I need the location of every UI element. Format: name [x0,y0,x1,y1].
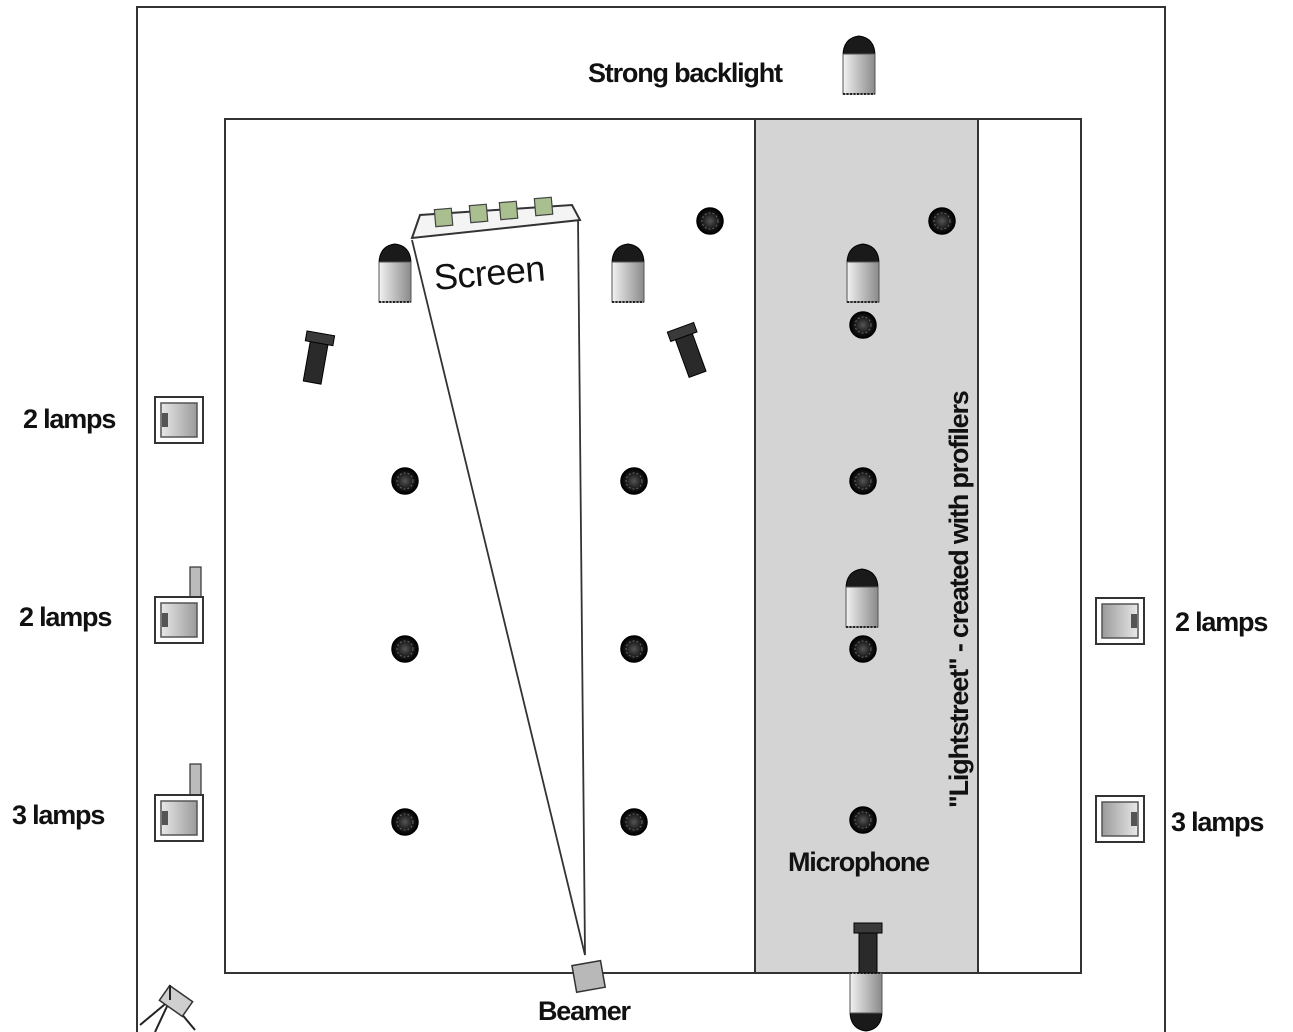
cylinder-light-icon [849,972,883,1032]
cylinder-light-icon [846,243,880,303]
screen-lamp-icon [433,207,454,228]
round-spotlight-icon [391,467,419,495]
right-lamps-label-2: 3 lamps [1171,807,1263,837]
screen-lamp-icon [533,196,554,217]
screen-lamp-icon [468,203,489,224]
round-spotlight-icon [849,311,877,339]
round-spotlight-icon [620,808,648,836]
screen-label: Screen [432,247,546,298]
cylinder-light-icon [378,243,412,303]
round-spotlight-icon [849,806,877,834]
venue-outline [136,6,1166,1032]
floodlight-box-icon [1095,795,1145,843]
projector-icon [571,959,607,994]
floodlight-box-icon [154,396,204,444]
projection-beam [411,217,586,956]
left-lamps-label-1: 2 lamps [23,404,115,434]
round-spotlight-icon [620,467,648,495]
cylinder-light-icon [845,568,879,628]
lamp-stand [189,763,202,798]
round-spotlight-icon [391,808,419,836]
left-lamps-label-3: 3 lamps [12,800,104,830]
right-lamps-label-1: 2 lamps [1175,607,1267,637]
profiler-spot-icon [666,322,712,380]
floodlight-box-icon [154,596,204,644]
round-spotlight-icon [928,207,956,235]
lamp-stand [189,566,202,601]
round-spotlight-icon [696,207,724,235]
microphone-label: Microphone [788,847,930,877]
cylinder-light-icon [611,243,645,303]
floodlight-box-icon [154,794,204,842]
cylinder-light-icon [842,35,876,95]
left-lamps-label-2: 2 lamps [19,602,111,632]
strong-backlight-label: Strong backlight [588,58,783,88]
camera-tripod-icon [139,984,196,1032]
screen-lamp-icon [498,200,519,221]
floodlight-box-icon [1095,597,1145,645]
lightstreet-label: "Lightstreet" - created with profilers [944,391,974,808]
beamer-label: Beamer [538,996,632,1026]
round-spotlight-icon [391,635,419,663]
profiler-spot-icon [297,330,336,386]
round-spotlight-icon [849,467,877,495]
stage-outline [224,118,1082,974]
screen [410,196,582,240]
round-spotlight-icon [849,635,877,663]
round-spotlight-icon [620,635,648,663]
